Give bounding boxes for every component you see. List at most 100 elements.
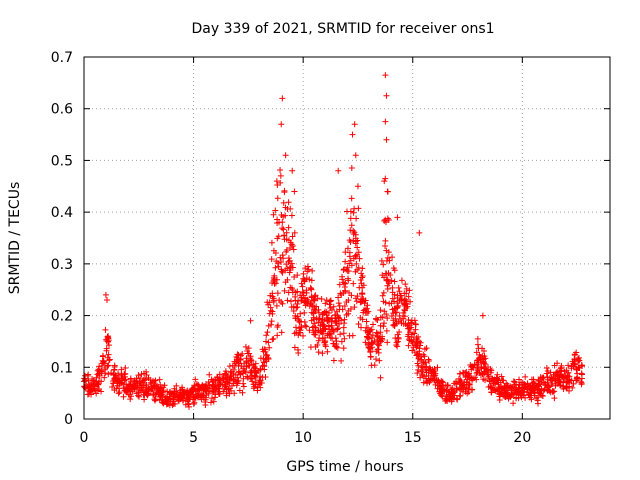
data-point <box>317 327 324 334</box>
data-point <box>322 326 329 333</box>
data-point <box>182 401 189 408</box>
data-point <box>517 391 524 398</box>
data-point <box>297 310 304 317</box>
data-point <box>394 343 401 350</box>
data-point <box>313 303 320 310</box>
data-point <box>251 368 258 375</box>
data-point <box>291 344 298 351</box>
data-point <box>278 258 285 265</box>
data-point <box>400 309 407 316</box>
data-point <box>284 265 291 272</box>
data-point <box>324 317 331 324</box>
data-point <box>388 312 395 319</box>
data-point <box>394 338 401 345</box>
data-point <box>180 390 187 397</box>
data-point <box>476 369 483 376</box>
data-point <box>244 374 251 381</box>
data-point <box>103 337 110 344</box>
data-point <box>296 325 303 332</box>
data-point <box>307 284 314 291</box>
data-point <box>246 362 253 369</box>
data-point <box>363 333 370 340</box>
data-point <box>404 303 411 310</box>
data-point <box>269 310 276 317</box>
data-point <box>508 391 515 398</box>
data-point <box>272 264 279 271</box>
data-point <box>395 284 402 291</box>
data-point <box>374 341 381 348</box>
data-point <box>294 301 301 308</box>
data-point <box>414 370 421 377</box>
data-point <box>411 330 418 337</box>
data-point <box>170 394 177 401</box>
data-point <box>336 315 343 322</box>
data-point <box>274 195 281 202</box>
data-point <box>340 330 347 337</box>
data-point <box>344 275 351 282</box>
data-point <box>412 320 419 327</box>
data-point <box>384 188 391 195</box>
data-point <box>235 369 242 376</box>
data-point <box>405 342 412 349</box>
data-point <box>488 367 495 374</box>
data-point <box>388 277 395 284</box>
data-point <box>283 247 290 254</box>
data-point <box>289 233 296 240</box>
data-point <box>457 392 464 399</box>
data-point <box>231 390 238 397</box>
data-point <box>241 360 248 367</box>
data-point <box>295 297 302 304</box>
data-point <box>152 377 159 384</box>
data-point <box>475 359 482 366</box>
data-point <box>126 386 133 393</box>
data-point <box>223 386 230 393</box>
data-point <box>389 254 396 261</box>
data-point <box>417 339 424 346</box>
data-point <box>552 375 559 382</box>
data-point <box>362 306 369 313</box>
data-point <box>417 374 424 381</box>
data-point <box>295 346 302 353</box>
data-point <box>459 369 466 376</box>
data-point <box>339 306 346 313</box>
data-point <box>380 323 387 330</box>
data-point <box>333 308 340 315</box>
data-point <box>290 303 297 310</box>
data-point <box>390 317 397 324</box>
data-point <box>137 375 144 382</box>
data-point <box>135 392 142 399</box>
data-point <box>351 304 358 311</box>
data-point <box>578 371 585 378</box>
data-point <box>157 391 164 398</box>
data-point <box>144 388 151 395</box>
data-point <box>394 214 401 221</box>
data-point <box>101 374 108 381</box>
data-point <box>136 379 143 386</box>
data-point <box>563 384 570 391</box>
data-point <box>86 388 93 395</box>
data-point <box>288 260 295 267</box>
data-point <box>481 369 488 376</box>
data-point <box>403 290 410 297</box>
data-point <box>143 368 150 375</box>
data-point <box>554 360 561 367</box>
x-axis-ticks: 0 5 10 15 20 <box>80 57 531 446</box>
data-point <box>426 377 433 384</box>
data-point <box>279 252 286 259</box>
data-point <box>289 167 296 174</box>
data-point <box>404 322 411 329</box>
data-point <box>105 362 112 369</box>
data-point <box>233 382 240 389</box>
data-point <box>303 289 310 296</box>
data-point <box>320 321 327 328</box>
data-point <box>371 362 378 369</box>
data-point <box>280 232 287 239</box>
data-point <box>359 265 366 272</box>
data-point <box>368 340 375 347</box>
data-point <box>242 369 249 376</box>
data-point <box>92 387 99 394</box>
data-point <box>291 188 298 195</box>
data-point <box>570 360 577 367</box>
data-point <box>104 297 111 304</box>
data-point <box>247 376 254 383</box>
